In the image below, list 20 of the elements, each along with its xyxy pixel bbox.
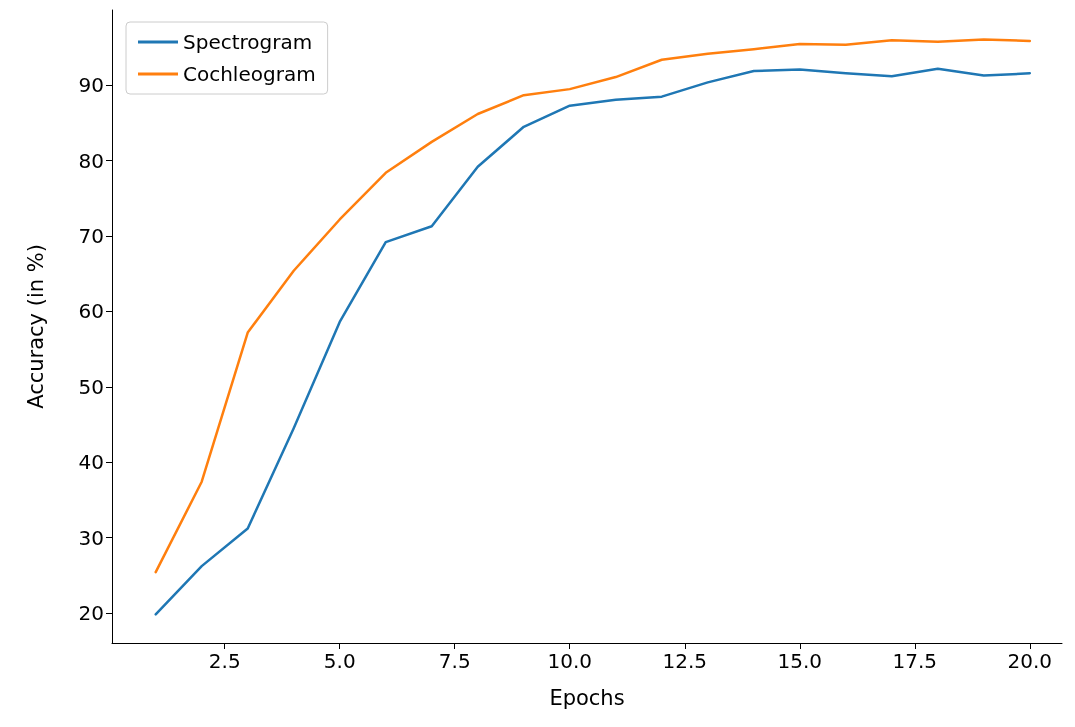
x-tick-label: 17.5 [892, 649, 938, 673]
legend-label: Cochleogram [183, 62, 316, 86]
y-axis-title: Accuracy (in %) [23, 244, 48, 409]
x-tick-label: 20.0 [1007, 649, 1053, 673]
y-tick-label: 70 [78, 224, 104, 249]
x-tick-label: 12.5 [662, 649, 708, 673]
y-tick-label: 40 [78, 450, 104, 475]
x-tick-label: 5.0 [323, 649, 356, 673]
y-tick-label: 20 [78, 600, 104, 625]
y-tick-label: 50 [78, 374, 104, 399]
x-tick-label: 2.5 [208, 649, 241, 673]
x-axis-title: Epochs [549, 685, 625, 710]
y-tick-label: 30 [78, 525, 104, 550]
x-tick-label: 15.0 [777, 649, 823, 673]
y-tick-label: 60 [78, 299, 104, 324]
y-tick-label: 80 [78, 148, 104, 173]
y-tick-label: 90 [78, 73, 104, 98]
x-tick-label: 7.5 [438, 649, 471, 673]
legend-label: Spectrogram [183, 30, 313, 54]
x-tick-label: 10.0 [547, 649, 593, 673]
